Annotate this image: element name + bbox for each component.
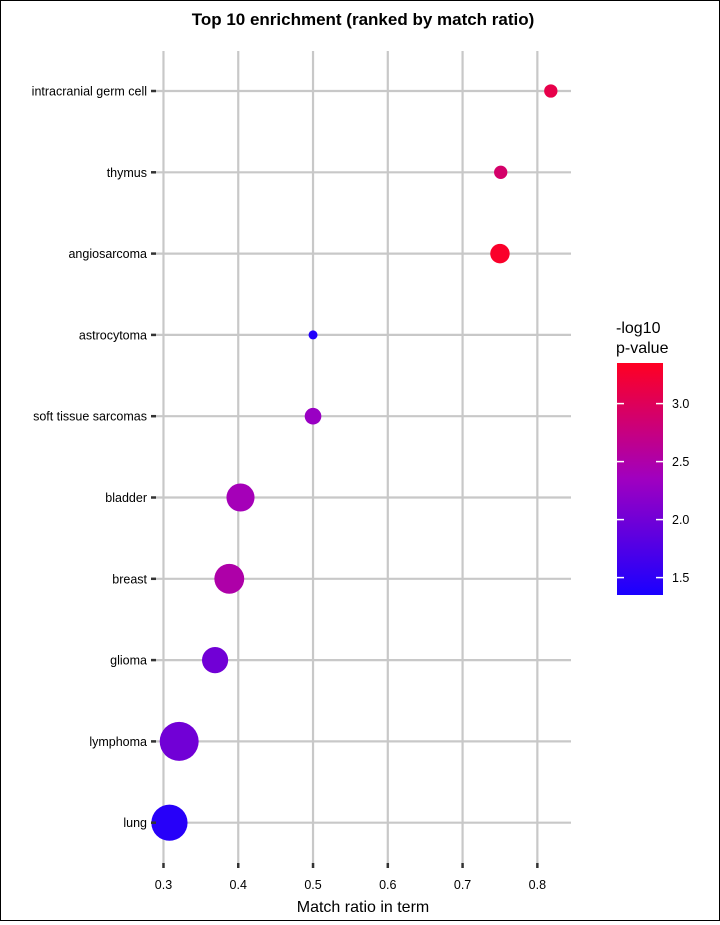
data-point bbox=[544, 84, 558, 98]
y-tick-label: astrocytoma bbox=[79, 328, 147, 342]
x-axis-label: Match ratio in term bbox=[297, 899, 429, 916]
y-tick-label: glioma bbox=[110, 654, 147, 668]
x-tick-label: 0.5 bbox=[304, 878, 321, 892]
legend-title: p-value bbox=[616, 340, 669, 357]
y-tick-label: bladder bbox=[105, 491, 147, 505]
x-axis: 0.3 0.4 0.5 0.6 0.7 0.8 bbox=[155, 863, 546, 892]
legend-tick-label: 2.0 bbox=[672, 513, 689, 527]
x-tick-label: 0.4 bbox=[230, 878, 247, 892]
data-points bbox=[151, 84, 558, 841]
data-point bbox=[201, 647, 229, 674]
grid-lines bbox=[156, 51, 571, 863]
data-point bbox=[151, 804, 188, 841]
data-point bbox=[304, 407, 322, 425]
data-point bbox=[226, 483, 255, 512]
y-tick-label: breast bbox=[112, 572, 147, 586]
y-tick-label: thymus bbox=[107, 166, 147, 180]
y-tick-label: soft tissue sarcomas bbox=[33, 410, 147, 424]
chart-title: Top 10 enrichment (ranked by match ratio… bbox=[192, 10, 535, 29]
color-legend: -log10 p-value 1.5 2.0 2.5 3.0 bbox=[616, 320, 689, 595]
y-tick-label: lymphoma bbox=[89, 735, 147, 749]
x-tick-label: 0.7 bbox=[454, 878, 471, 892]
y-tick-label: lung bbox=[123, 816, 147, 830]
data-point bbox=[490, 243, 510, 264]
y-tick-label: angiosarcoma bbox=[68, 247, 147, 261]
data-point bbox=[214, 563, 245, 594]
x-tick-label: 0.8 bbox=[529, 878, 546, 892]
data-point bbox=[494, 165, 508, 179]
x-tick-label: 0.3 bbox=[155, 878, 172, 892]
x-tick-label: 0.6 bbox=[379, 878, 396, 892]
y-axis: intracranial germ cell thymus angiosarcoma… bbox=[32, 85, 156, 830]
y-tick-label: intracranial germ cell bbox=[32, 85, 147, 99]
legend-tick-label: 2.5 bbox=[672, 455, 689, 469]
data-point bbox=[159, 721, 199, 761]
legend-tick-label: 1.5 bbox=[672, 571, 689, 585]
legend-title: -log10 bbox=[616, 320, 661, 337]
data-point bbox=[308, 330, 318, 340]
legend-tick-label: 3.0 bbox=[672, 397, 689, 411]
legend-color-bar bbox=[617, 363, 663, 595]
